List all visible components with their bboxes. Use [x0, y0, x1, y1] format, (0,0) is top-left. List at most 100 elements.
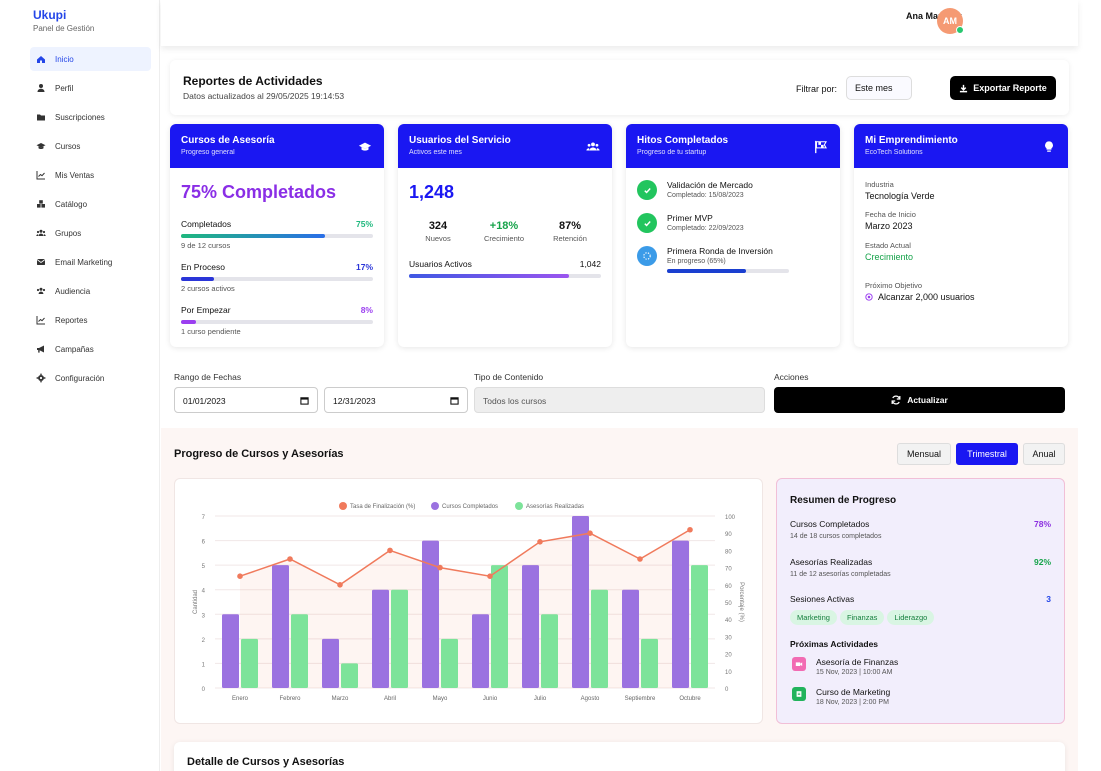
session-chip[interactable]: Liderazgo	[887, 610, 935, 625]
sidebar-item-inicio[interactable]: Inicio	[30, 47, 151, 71]
legend-item[interactable]: Asesorías Realizadas	[515, 502, 584, 510]
user-name[interactable]: Ana Martinez	[905, 11, 962, 21]
session-chips: Marketing Finanzas Liderazgo	[790, 610, 1051, 625]
bar-asesorias[interactable]	[591, 589, 608, 688]
legend-label: Tasa de Finalización (%)	[350, 504, 415, 510]
bar-cursos[interactable]	[522, 565, 539, 688]
sidebar-item-audiencia[interactable]: Audiencia	[30, 279, 151, 303]
summary-row-value: 78%	[1033, 519, 1051, 529]
sidebar-item-mis-ventas[interactable]: Mis Ventas	[30, 163, 151, 187]
bar-cursos[interactable]	[372, 589, 389, 688]
activity-item[interactable]: Asesoría de Finanzas 15 Nov, 2023 | 10:00…	[792, 657, 898, 676]
rate-point[interactable]	[637, 556, 643, 562]
bar-asesorias[interactable]	[541, 614, 558, 688]
rate-point[interactable]	[287, 556, 293, 562]
milestone-title: Primer MVP	[667, 213, 713, 223]
sidebar-item-perfil[interactable]: Perfil	[30, 76, 151, 100]
calendar-icon[interactable]	[300, 396, 309, 405]
period-select[interactable]: Este mes	[846, 76, 912, 100]
course-progress-bar-fill	[181, 320, 197, 324]
bar-asesorias[interactable]	[641, 638, 658, 688]
rate-point[interactable]	[537, 539, 543, 545]
startup-card: Mi Emprendimiento EcoTech Solutions Indu…	[854, 124, 1068, 347]
report-header: Reportes de Actividades Datos actualizad…	[170, 60, 1069, 115]
video-icon	[792, 657, 806, 671]
bar-asesorias[interactable]	[391, 589, 408, 688]
rate-point[interactable]	[687, 526, 693, 533]
rate-point[interactable]	[387, 547, 393, 554]
courses-card-subtitle: Progreso general	[181, 149, 235, 156]
rate-point[interactable]	[587, 530, 593, 536]
course-progress-sub: 2 cursos activos	[181, 284, 235, 293]
rate-point[interactable]	[237, 573, 243, 579]
bar-asesorias[interactable]	[341, 663, 358, 688]
y2-tick-label: 10	[725, 670, 732, 676]
bar-cursos[interactable]	[272, 565, 289, 688]
bar-cursos[interactable]	[672, 540, 689, 688]
session-chip[interactable]: Finanzas	[839, 610, 885, 625]
course-progress-bar-fill	[181, 277, 214, 281]
startup-field-value: Marzo 2023	[865, 221, 916, 231]
legend-swatch	[515, 502, 523, 510]
sidebar-item-label: Reportes	[55, 315, 88, 325]
bar-asesorias[interactable]	[441, 638, 458, 688]
y-tick-label: 5	[202, 564, 206, 570]
bar-cursos[interactable]	[572, 516, 589, 688]
refresh-icon	[891, 395, 901, 405]
legend-item[interactable]: Tasa de Finalización (%)	[339, 502, 415, 510]
milestones-card-header: Hitos Completados Progreso de tu startup	[626, 124, 840, 168]
sidebar-item-cat-logo[interactable]: Catálogo	[30, 192, 151, 216]
sidebar-item-suscripciones[interactable]: Suscripciones	[30, 105, 151, 129]
export-report-button[interactable]: Exportar Reporte	[950, 76, 1056, 100]
bar-asesorias[interactable]	[691, 565, 708, 688]
filter-label: Filtrar por:	[796, 84, 838, 94]
bar-asesorias[interactable]	[291, 614, 308, 688]
user-kpi: 324 Nuevos	[406, 220, 470, 243]
bar-cursos[interactable]	[222, 614, 239, 688]
user-kpi-label: Crecimiento	[483, 234, 524, 243]
audience-icon	[36, 286, 46, 296]
megaphone-icon	[36, 344, 46, 354]
folder-icon	[36, 112, 46, 122]
sidebar-item-grupos[interactable]: Grupos	[30, 221, 151, 245]
date-from-input[interactable]: 01/01/2023	[174, 387, 318, 413]
avatar[interactable]: AM	[937, 8, 964, 34]
activity-item[interactable]: Curso de Marketing 18 Nov, 2023 | 2:00 PM	[792, 687, 890, 706]
toggle-mensual[interactable]: Mensual	[897, 443, 951, 465]
session-chip[interactable]: Marketing	[790, 610, 837, 625]
rate-point[interactable]	[487, 573, 493, 579]
sidebar-item-label: Grupos	[55, 228, 82, 238]
calendar-icon[interactable]	[450, 396, 459, 405]
y2-tick-label: 100	[725, 515, 736, 521]
detail-title: Detalle de Cursos y Asesorías	[187, 756, 345, 768]
sidebar-item-email-marketing[interactable]: Email Marketing	[30, 250, 151, 274]
active-users-bar	[409, 274, 601, 278]
milestone-sub: En progreso (65%)	[667, 258, 726, 265]
date-to-input[interactable]: 12/31/2023	[324, 387, 468, 413]
bar-cursos[interactable]	[422, 540, 439, 688]
toggle-trimestral[interactable]: Trimestral	[956, 443, 1018, 465]
sidebar-item-reportes[interactable]: Reportes	[30, 308, 151, 332]
x-tick-label: Junio	[483, 696, 498, 702]
summary-title: Resumen de Progreso	[790, 495, 897, 506]
bar-cursos[interactable]	[622, 589, 639, 688]
users-card: Usuarios del Servicio Activos este mes 1…	[398, 124, 612, 347]
legend-item[interactable]: Cursos Completados	[431, 502, 498, 510]
rate-point[interactable]	[437, 564, 443, 571]
bar-cursos[interactable]	[472, 614, 489, 688]
sidebar-item-configuraci-n[interactable]: Configuración	[30, 366, 151, 390]
bar-asesorias[interactable]	[241, 638, 258, 688]
bar-asesorias[interactable]	[491, 565, 508, 688]
refresh-button[interactable]: Actualizar	[774, 387, 1065, 413]
sidebar-item-campa-as[interactable]: Campañas	[30, 337, 151, 361]
content-type-select[interactable]: Todos los cursos	[474, 387, 765, 413]
rate-point[interactable]	[337, 582, 343, 588]
milestone-progress-fill	[667, 269, 747, 273]
milestone-progress-bar	[667, 269, 789, 273]
course-progress-sub: 9 de 12 cursos	[181, 241, 231, 250]
bar-cursos[interactable]	[322, 638, 339, 688]
users-card-subtitle: Activos este mes	[409, 149, 462, 156]
toggle-anual[interactable]: Anual	[1023, 443, 1065, 465]
sidebar-item-cursos[interactable]: Cursos	[30, 134, 151, 158]
active-users-row: Usuarios Activos 1,042	[409, 259, 601, 278]
